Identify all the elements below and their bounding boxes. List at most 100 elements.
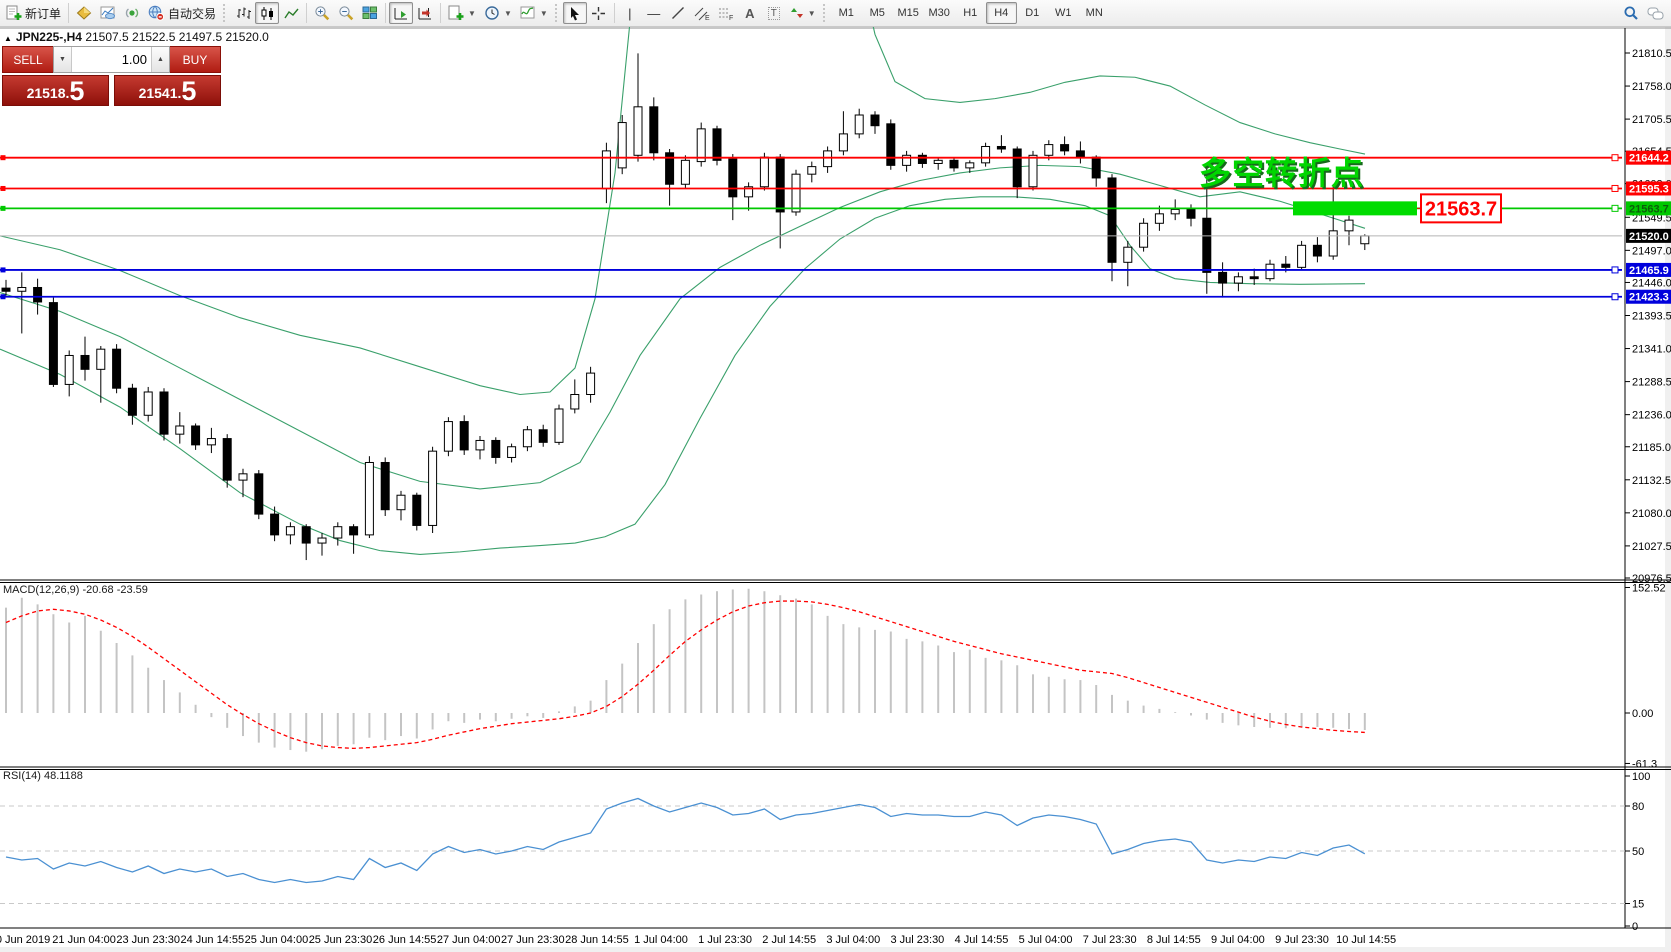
new-template-button[interactable]: ▼ (444, 2, 480, 24)
chart-shift-icon (418, 7, 432, 19)
price-tick-label: 21393.5 (1632, 311, 1671, 323)
chart-window (0, 27, 1665, 947)
vertical-line-icon: | (628, 5, 632, 21)
horizontal-line-button[interactable]: — (642, 2, 666, 24)
zoom-in-button[interactable] (310, 2, 334, 24)
volume-decrease-button[interactable]: ▼ (54, 47, 72, 72)
text-label-icon: T (767, 6, 780, 20)
time-axis-label: 28 Jun 14:55 (565, 934, 629, 946)
time-axis-label: 25 Jun 23:30 (309, 934, 373, 946)
text-label-button[interactable]: T (762, 2, 786, 24)
signal-button[interactable] (120, 2, 144, 24)
price-tick-label: 21810.5 (1632, 48, 1671, 60)
price-axis-ticks: 21810.521758.021705.521654.521603.021549… (1625, 48, 1671, 585)
tile-windows-button[interactable] (358, 2, 382, 24)
rsi-panel: 100 80 50 15 0 (0, 771, 1650, 933)
candlestick-chart-button[interactable] (255, 2, 280, 24)
price-tick-label: 21497.0 (1632, 245, 1671, 257)
price-tick-label: 21446.0 (1632, 277, 1671, 289)
chat-icon (1647, 7, 1664, 19)
tab-m5[interactable]: M5 (869, 7, 885, 19)
sell-price-dot: . (65, 85, 70, 101)
time-axis-label: 27 Jun 04:00 (437, 934, 501, 946)
toolbar-grip (822, 4, 828, 22)
candlestick-series (1, 53, 1370, 561)
gold-diamond-icon (76, 6, 92, 20)
cursor-button[interactable] (562, 2, 587, 24)
autotrading-button[interactable]: 自动交易 (144, 2, 220, 24)
indicators-button[interactable]: ▼ (516, 2, 552, 24)
bar-chart-button[interactable] (231, 2, 255, 24)
time-axis-label: 27 Jun 23:30 (501, 934, 565, 946)
chart-plot[interactable]: 21810.521758.021705.521654.521603.021549… (0, 27, 1671, 952)
equidistant-channel-button[interactable]: E (690, 2, 714, 24)
collapse-panel-arrow[interactable]: ▲ (4, 34, 12, 43)
price-tick-label: 20976.5 (1632, 573, 1671, 585)
sell-button[interactable]: SELL (2, 46, 53, 73)
tab-w1[interactable]: W1 (1054, 7, 1072, 19)
chart-shift-button[interactable] (413, 2, 437, 24)
crosshair-button[interactable] (587, 2, 611, 24)
time-axis-label: 7 Jul 23:30 (1083, 934, 1137, 946)
time-axis-label: 8 Jul 14:55 (1147, 934, 1201, 946)
auto-scroll-button[interactable] (389, 2, 414, 24)
vertical-line-button[interactable]: | (618, 2, 642, 24)
tab-m30[interactable]: M30 (928, 7, 950, 19)
autotrading-label: 自动交易 (168, 6, 217, 21)
zoom-out-icon (339, 6, 354, 21)
buy-price: 21541 (138, 85, 178, 101)
turning-point-annotation[interactable]: 多空转折点 (1199, 155, 1365, 191)
sell-price-box[interactable]: 21518. 5 (2, 75, 109, 106)
price-line-label: 21644.2 (1629, 153, 1669, 165)
separator (613, 3, 615, 23)
tab-m1[interactable]: M1 (838, 7, 854, 19)
fibonacci-button[interactable]: F (714, 2, 738, 24)
separator (306, 3, 308, 23)
tab-h1[interactable]: H1 (963, 7, 978, 19)
buy-price-dot: . (177, 85, 182, 101)
trendline-icon (671, 7, 684, 19)
period-clock-button[interactable]: ▼ (480, 2, 516, 24)
macd-label: MACD(12,26,9) -20.68 -23.59 (3, 584, 148, 596)
text-button[interactable]: A (738, 2, 762, 24)
new-order-label: 新订单 (25, 6, 62, 21)
gold-diamond-button[interactable] (72, 2, 96, 24)
time-axis-label: 10 Jul 14:55 (1336, 934, 1396, 946)
buy-button[interactable]: BUY (170, 46, 221, 73)
tab-h4[interactable]: H4 (985, 2, 1017, 24)
rsi-tick-label: 80 (1632, 801, 1644, 813)
price-line-label: 21465.9 (1629, 265, 1669, 277)
price-line-label: 21520.0 (1629, 231, 1669, 243)
price-tick-label: 21705.5 (1632, 114, 1671, 126)
line-chart-icon (283, 8, 299, 18)
tab-d1[interactable]: D1 (1025, 7, 1040, 19)
search-button[interactable] (1619, 2, 1643, 24)
volume-increase-button[interactable]: ▲ (151, 47, 169, 72)
macd-tick-label: -61.3 (1632, 758, 1657, 770)
tab-mn[interactable]: MN (1085, 7, 1103, 19)
sell-price: 21518 (26, 85, 66, 101)
tile-windows-icon (362, 6, 378, 19)
separator (385, 3, 387, 23)
period-clock-icon (485, 6, 499, 20)
time-axis-label: 26 Jun 14:55 (373, 934, 437, 946)
line-chart-button[interactable] (279, 2, 303, 24)
dropdown-arrow-icon: ▼ (807, 8, 816, 18)
time-axis-label: 5 Jul 04:00 (1019, 934, 1073, 946)
tab-m15[interactable]: M15 (897, 7, 919, 19)
volume-input[interactable] (72, 47, 151, 72)
annotation-objects: 21563.7 (1293, 193, 1502, 224)
arrows-button[interactable]: ▼ (786, 2, 820, 24)
chat-button[interactable] (1643, 2, 1669, 24)
arrows-icon (790, 8, 803, 18)
zoom-out-button[interactable] (334, 2, 358, 24)
auto-scroll-icon (394, 7, 408, 19)
price-tick-label: 21185.0 (1632, 442, 1671, 454)
new-order-button[interactable]: 新订单 (2, 2, 65, 24)
buy-price-box[interactable]: 21541. 5 (114, 75, 221, 106)
trendline-button[interactable] (666, 2, 690, 24)
chart-cloud-button[interactable] (96, 2, 120, 24)
svg-text:E: E (705, 15, 710, 21)
price-line-label: 21595.3 (1629, 183, 1669, 195)
panel-borders (0, 27, 1671, 929)
